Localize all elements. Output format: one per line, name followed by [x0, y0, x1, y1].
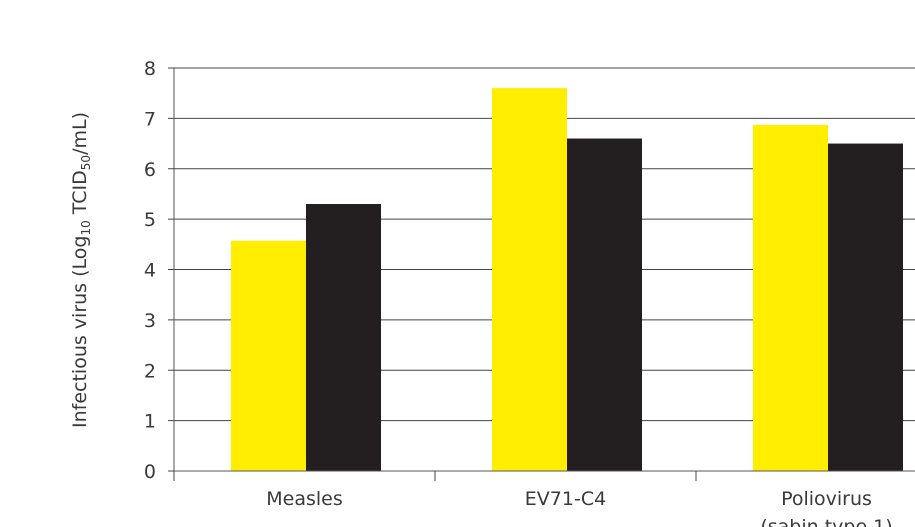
bars — [231, 88, 903, 472]
category-sublabel: (sabin type 1) — [760, 516, 892, 527]
bar-poliovirus-series-1 — [753, 124, 828, 471]
y-axis-label-part: TCID — [69, 170, 91, 220]
y-tick-label: 8 — [144, 58, 156, 80]
y-axis-label-part: /mL) — [69, 112, 91, 155]
category-label: EV71-C4 — [525, 488, 606, 510]
y-tick-label: 1 — [144, 411, 156, 433]
y-axis-label: Infectious virus (Log10 TCID50/mL) — [69, 112, 93, 428]
y-tick-label: 0 — [144, 461, 156, 483]
y-axis-label-part: 10 — [79, 220, 93, 235]
y-axis-label-part: 50 — [79, 155, 93, 170]
y-tick-label: 2 — [144, 360, 156, 382]
bar-ev71-c4-series-1 — [492, 88, 567, 472]
y-axis-label-part: Infectious virus (Log — [69, 236, 91, 428]
y-tick-label: 7 — [144, 108, 156, 130]
category-label: Measles — [266, 488, 343, 510]
x-tick-marks — [173, 471, 697, 481]
category-labels: Measles EV71-C4 Poliovirus (sabin type 1) — [266, 488, 892, 527]
bar-measles-series-2 — [306, 204, 381, 471]
y-tick-label: 3 — [144, 310, 156, 332]
bar-poliovirus-series-2 — [828, 143, 903, 471]
bar-ev71-c4-series-2 — [567, 138, 642, 471]
bar-measles-series-1 — [231, 240, 306, 471]
axes — [173, 68, 915, 473]
y-tick-label: 4 — [144, 260, 156, 282]
category-label: Poliovirus — [781, 488, 872, 510]
y-tick-label: 6 — [144, 159, 156, 181]
y-tick-labels: 0 1 2 3 4 5 6 7 8 — [144, 58, 174, 483]
y-tick-label: 5 — [144, 209, 156, 231]
